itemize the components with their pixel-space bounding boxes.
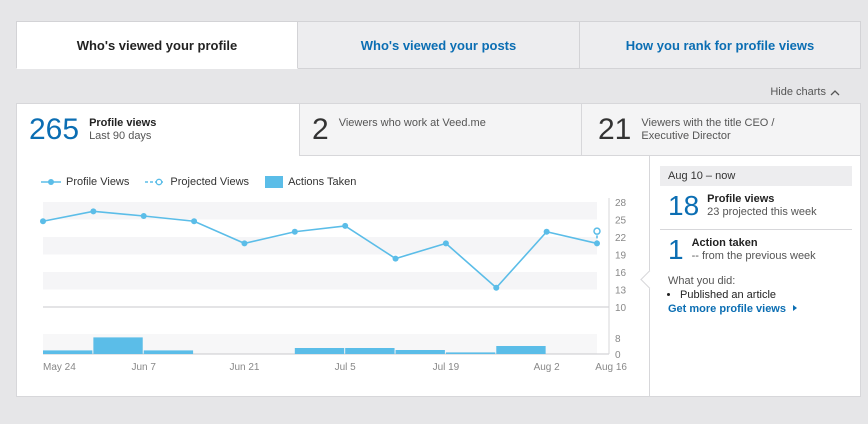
action-bar: [445, 352, 496, 354]
profile-views-chart: 28 25 22 19 16 13 10 8 0 May 24 Jun 7 Jun 21 Jul 5 Ju…: [40, 198, 627, 373]
profile-view-point: [241, 240, 248, 247]
summary-views-number: 18: [668, 190, 700, 221]
more-link-label: Get more profile views: [668, 303, 786, 315]
hide-charts-toggle[interactable]: Hide charts: [770, 86, 840, 98]
stat-number: 265: [29, 112, 80, 146]
hide-charts-label: Hide charts: [770, 86, 826, 98]
tab-bar: Who's viewed your profile Who's viewed y…: [16, 21, 861, 69]
summary-period: Aug 10 – now: [660, 166, 852, 186]
profile-view-point: [493, 284, 500, 291]
summary-action-sub: -- from the previous week: [691, 250, 816, 262]
views-y-tick-label: 13: [615, 286, 627, 297]
profile-view-point: [90, 208, 97, 215]
legend-projected-views[interactable]: Projected Views: [145, 176, 249, 188]
chevron-up-icon: [830, 89, 840, 95]
stat-viewers-company[interactable]: 2 Viewers who work at Veed.me: [299, 104, 581, 156]
stat-label: Viewers who work at Veed.me: [338, 117, 486, 129]
summary-views-sub: 23 projected this week: [707, 206, 817, 218]
action-bar: [43, 350, 93, 354]
stat-number: 2: [312, 112, 329, 146]
stat-profile-views[interactable]: 265 Profile views Last 90 days: [17, 104, 299, 156]
summary-action-title: Action taken: [691, 237, 758, 249]
tab-profile-viewers[interactable]: Who's viewed your profile: [16, 21, 298, 69]
action-bar: [294, 348, 345, 354]
views-y-tick-label: 16: [615, 268, 627, 279]
what-you-did: What you did: Published an article: [668, 274, 776, 302]
action-bar: [345, 348, 395, 354]
profile-view-point: [140, 213, 147, 219]
action-bar: [395, 350, 445, 354]
grid-band: [43, 237, 597, 255]
action-bar: [496, 346, 546, 354]
stat-label: Profile views Last 90 days: [89, 117, 156, 143]
stat-viewers-title[interactable]: 21 Viewers with the title CEO / Executiv…: [581, 104, 860, 156]
summary-action-number: 1: [668, 234, 684, 265]
stat-label: Viewers with the title CEO / Executive D…: [641, 116, 775, 142]
projected-view-point: [593, 227, 601, 235]
profile-view-point: [191, 218, 198, 225]
profile-view-point: [291, 228, 298, 235]
tab-post-viewers[interactable]: Who's viewed your posts: [298, 21, 580, 69]
stat-number: 21: [598, 112, 632, 146]
what-you-did-label: What you did:: [668, 275, 736, 287]
legend-label: Actions Taken: [288, 176, 357, 188]
summary-divider: [660, 229, 852, 230]
x-tick-label: Aug 16: [595, 362, 627, 373]
actions-y-tick-label: 8: [615, 334, 621, 345]
bar-swatch-icon: [265, 176, 284, 188]
grid-band: [43, 272, 597, 290]
profile-view-point: [342, 222, 349, 229]
legend-label: Projected Views: [170, 176, 250, 188]
profile-view-point: [543, 228, 550, 235]
profile-view-point: [40, 218, 46, 225]
x-tick-label: Jul 19: [433, 362, 460, 373]
views-y-tick-label: 25: [615, 216, 627, 227]
legend-profile-views[interactable]: Profile Views: [41, 176, 129, 188]
stat-subtitle: Last 90 days: [89, 129, 152, 142]
weekly-summary: Aug 10 – now 18 Profile views 23 project…: [640, 156, 860, 396]
x-tick-label: Jun 7: [131, 362, 156, 373]
profile-views-panel: 265 Profile views Last 90 days 2 Viewers…: [16, 103, 861, 397]
views-y-tick-label: 28: [615, 198, 627, 209]
profile-view-point: [442, 240, 449, 247]
x-tick-label: Jun 21: [229, 362, 259, 373]
what-you-did-item: Published an article: [680, 288, 776, 302]
grid-band: [43, 202, 597, 220]
profile-views-line: [42, 210, 598, 289]
views-y-tick-label: 22: [615, 233, 627, 244]
summary-views-title: Profile views: [707, 193, 775, 205]
action-bar: [93, 337, 143, 354]
stats-row: 265 Profile views Last 90 days 2 Viewers…: [17, 104, 860, 156]
summary-action-label: Action taken -- from the previous week: [692, 237, 816, 263]
legend-label: Profile Views: [66, 176, 130, 188]
dashed-line-circle-icon: [145, 178, 166, 186]
caret-right-icon: [793, 305, 798, 311]
get-more-profile-views-link[interactable]: Get more profile views: [668, 303, 798, 315]
views-y-tick-label: 10: [615, 303, 627, 314]
summary-actions: 1 Action taken -- from the previous week: [668, 236, 816, 264]
summary-views-label: Profile views 23 projected this week: [707, 193, 816, 219]
x-tick-label: May 24: [43, 362, 76, 373]
legend-actions-taken[interactable]: Actions Taken: [265, 176, 356, 188]
what-you-did-list: Published an article: [668, 288, 776, 302]
profile-view-point: [392, 255, 399, 262]
tab-rank-profile-views[interactable]: How you rank for profile views: [580, 21, 861, 69]
solid-line-dot-icon: [41, 179, 61, 185]
x-tick-label: Jul 5: [335, 362, 357, 373]
action-bar: [143, 350, 194, 354]
chart-legend: Profile Views Projected Views Actions Ta…: [41, 176, 356, 188]
chart-area: Profile Views Projected Views Actions Ta…: [17, 156, 649, 398]
actions-y-tick-label: 0: [615, 350, 621, 361]
actions-band: [43, 334, 597, 354]
stat-title: Profile views: [89, 116, 157, 129]
summary-views: 18 Profile views 23 projected this week: [668, 192, 817, 220]
x-tick-label: Aug 2: [534, 362, 561, 373]
views-y-tick-label: 19: [615, 251, 627, 262]
